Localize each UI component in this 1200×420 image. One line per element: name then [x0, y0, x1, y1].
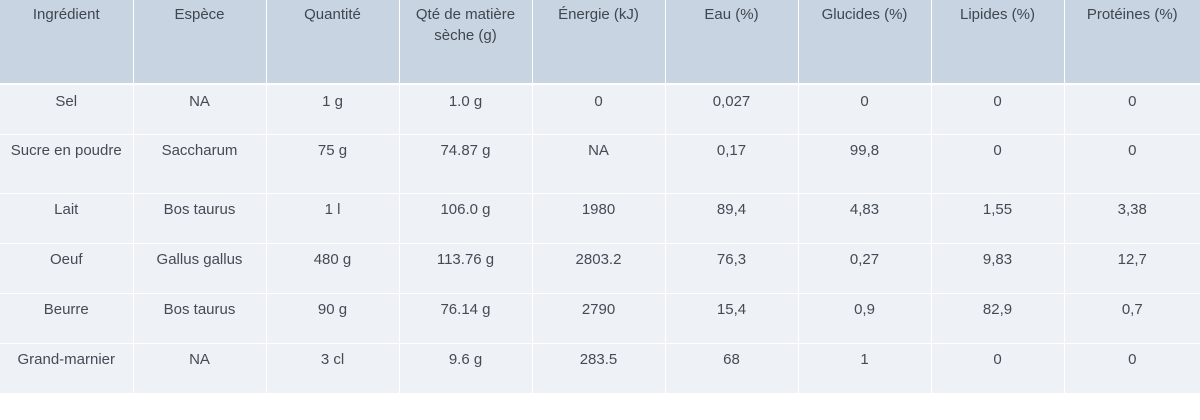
table-body: Sel NA 1 g 1.0 g 0 0,027 0 0 0 Sucre en …: [0, 84, 1200, 394]
cell-ingredient: Grand-marnier: [0, 343, 134, 394]
table-row: Sel NA 1 g 1.0 g 0 0,027 0 0 0: [0, 84, 1200, 135]
cell-proteins: 3,38: [1064, 193, 1200, 244]
table-row: Grand-marnier NA 3 cl 9.6 g 283.5 68 1 0…: [0, 343, 1200, 394]
cell-ingredient: Sucre en poudre: [0, 134, 134, 194]
cell-quantity: 75 g: [266, 134, 400, 194]
cell-quantity: 1 l: [266, 193, 400, 244]
table-row: Beurre Bos taurus 90 g 76.14 g 2790 15,4…: [0, 293, 1200, 344]
cell-proteins: 0: [1064, 84, 1200, 135]
header-water: Eau (%): [665, 0, 799, 84]
cell-carbs: 99,8: [798, 134, 932, 194]
cell-lipids: 0: [931, 134, 1065, 194]
cell-species: Bos taurus: [133, 293, 267, 344]
cell-energy: 1980: [532, 193, 666, 244]
cell-carbs: 0,27: [798, 243, 932, 294]
cell-lipids: 1,55: [931, 193, 1065, 244]
table-row: Oeuf Gallus gallus 480 g 113.76 g 2803.2…: [0, 243, 1200, 294]
nutrition-table: Ingrédient Espèce Quantité Qté de matièr…: [0, 0, 1200, 394]
header-proteins: Protéines (%): [1064, 0, 1200, 84]
cell-water: 68: [665, 343, 799, 394]
cell-dry-matter: 9.6 g: [399, 343, 533, 394]
cell-quantity: 3 cl: [266, 343, 400, 394]
cell-ingredient: Sel: [0, 84, 134, 135]
cell-species: Saccharum: [133, 134, 267, 194]
cell-carbs: 0: [798, 84, 932, 135]
cell-lipids: 9,83: [931, 243, 1065, 294]
cell-lipids: 0: [931, 343, 1065, 394]
cell-ingredient: Lait: [0, 193, 134, 244]
cell-species: NA: [133, 84, 267, 135]
cell-energy: 283.5: [532, 343, 666, 394]
cell-ingredient: Beurre: [0, 293, 134, 344]
cell-quantity: 1 g: [266, 84, 400, 135]
cell-water: 89,4: [665, 193, 799, 244]
cell-dry-matter: 74.87 g: [399, 134, 533, 194]
header-energy: Énergie (kJ): [532, 0, 666, 84]
header-ingredient: Ingrédient: [0, 0, 134, 84]
cell-proteins: 0: [1064, 343, 1200, 394]
cell-quantity: 480 g: [266, 243, 400, 294]
table-header: Ingrédient Espèce Quantité Qté de matièr…: [0, 0, 1200, 84]
cell-water: 15,4: [665, 293, 799, 344]
cell-species: NA: [133, 343, 267, 394]
header-dry-matter: Qté de matière sèche (g): [399, 0, 533, 84]
cell-carbs: 1: [798, 343, 932, 394]
cell-energy: 2803.2: [532, 243, 666, 294]
header-carbs: Glucides (%): [798, 0, 932, 84]
cell-dry-matter: 106.0 g: [399, 193, 533, 244]
cell-dry-matter: 1.0 g: [399, 84, 533, 135]
cell-species: Bos taurus: [133, 193, 267, 244]
cell-proteins: 12,7: [1064, 243, 1200, 294]
header-quantity: Quantité: [266, 0, 400, 84]
cell-energy: NA: [532, 134, 666, 194]
cell-carbs: 0,9: [798, 293, 932, 344]
cell-lipids: 0: [931, 84, 1065, 135]
header-species: Espèce: [133, 0, 267, 84]
cell-carbs: 4,83: [798, 193, 932, 244]
table-row: Lait Bos taurus 1 l 106.0 g 1980 89,4 4,…: [0, 193, 1200, 244]
cell-quantity: 90 g: [266, 293, 400, 344]
cell-energy: 0: [532, 84, 666, 135]
cell-water: 0,027: [665, 84, 799, 135]
cell-energy: 2790: [532, 293, 666, 344]
cell-lipids: 82,9: [931, 293, 1065, 344]
cell-species: Gallus gallus: [133, 243, 267, 294]
header-row: Ingrédient Espèce Quantité Qté de matièr…: [0, 0, 1200, 84]
cell-proteins: 0,7: [1064, 293, 1200, 344]
table-row: Sucre en poudre Saccharum 75 g 74.87 g N…: [0, 134, 1200, 194]
cell-water: 76,3: [665, 243, 799, 294]
cell-dry-matter: 113.76 g: [399, 243, 533, 294]
header-lipids: Lipides (%): [931, 0, 1065, 84]
cell-dry-matter: 76.14 g: [399, 293, 533, 344]
cell-proteins: 0: [1064, 134, 1200, 194]
cell-ingredient: Oeuf: [0, 243, 134, 294]
cell-water: 0,17: [665, 134, 799, 194]
